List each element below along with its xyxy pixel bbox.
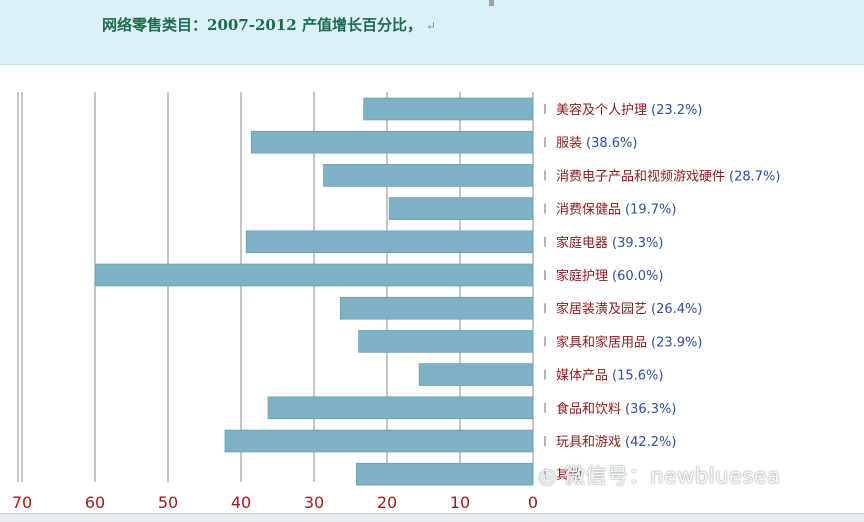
wechat-icon: ◎: [538, 464, 557, 488]
x-tick-label-0: 0: [528, 493, 538, 512]
title-bar: 网络零售类目：2007-2012 产值增长百分比， ↵: [0, 0, 864, 65]
bar-11: [224, 429, 534, 453]
category-percent: (23.9%): [651, 335, 702, 350]
bar-2: [250, 130, 534, 154]
category-percent: (36.3%): [625, 402, 676, 417]
category-label-9: 媒体产品 (15.6%): [556, 369, 663, 384]
category-name: 家庭电器: [556, 235, 608, 251]
category-label-10: 食品和饮料 (36.3%): [556, 401, 676, 417]
x-tick-label-10: 10: [450, 493, 470, 512]
category-percent: (15.6%): [612, 369, 663, 384]
watermark-text: 微信号：newbluesea: [564, 464, 781, 488]
x-tick-label-60: 60: [85, 493, 105, 512]
category-name: 家庭护理: [556, 268, 608, 284]
category-label-5: 家庭电器 (39.3%): [556, 235, 663, 251]
bar-6: [94, 263, 534, 287]
category-label-11: 玩具和游戏 (42.2%): [556, 435, 676, 450]
return-mark: ↵: [425, 19, 437, 33]
category-label-7: 家居装潢及园艺 (26.4%): [556, 301, 702, 317]
category-percent: (23.2%): [651, 103, 702, 118]
category-percent: (19.7%): [625, 203, 676, 218]
category-percent: (60.0%): [612, 269, 663, 284]
category-name: 其他: [556, 468, 582, 483]
bar-4: [388, 197, 534, 220]
bar-3: [323, 164, 534, 187]
category-name: 美容及个人护理: [556, 102, 647, 118]
category-name: 家具和家居用品: [556, 334, 647, 350]
category-name: 家居装潢及园艺: [556, 301, 647, 317]
category-label-6: 家庭护理 (60.0%): [556, 268, 663, 284]
category-percent: (26.4%): [651, 302, 702, 317]
category-name: 消费电子产品和视频游戏硬件: [556, 169, 725, 184]
chart-title: 网络零售类目：2007-2012 产值增长百分比， ↵: [102, 14, 436, 35]
category-label-12: 其他: [556, 468, 582, 483]
bar-10: [267, 396, 534, 420]
category-name: 媒体产品: [556, 369, 608, 384]
bar-8: [358, 330, 534, 353]
category-percent: (39.3%): [612, 236, 663, 251]
watermark: ◎ 微信号：newbluesea: [538, 460, 781, 490]
category-percent: (28.7%): [729, 169, 780, 184]
category-label-8: 家具和家居用品 (23.9%): [556, 334, 702, 350]
chart-title-text: 网络零售类目：2007-2012 产值增长百分比，: [102, 16, 422, 34]
bar-1: [363, 97, 534, 121]
x-tick-label-50: 50: [158, 493, 178, 512]
category-percent: (38.6%): [586, 136, 637, 151]
bar-9: [418, 363, 534, 386]
bar-12: [356, 462, 534, 486]
x-tick-label-40: 40: [231, 493, 251, 512]
x-tick-label-30: 30: [304, 493, 324, 512]
status-strip: [0, 513, 864, 522]
category-label-3: 消费电子产品和视频游戏硬件 (28.7%): [556, 169, 780, 184]
x-tick-label-20: 20: [377, 493, 397, 512]
bar-5: [245, 230, 534, 254]
category-name: 服装: [556, 136, 582, 151]
category-name: 消费保健品: [556, 203, 621, 218]
window-marker: [489, 0, 494, 6]
bar-7: [339, 296, 534, 320]
category-percent: (42.2%): [625, 435, 676, 450]
category-label-2: 服装 (38.6%): [556, 136, 637, 151]
category-name: 玩具和游戏: [556, 435, 621, 450]
category-label-1: 美容及个人护理 (23.2%): [556, 102, 702, 118]
category-name: 食品和饮料: [556, 401, 621, 417]
x-tick-label-70: 70: [12, 493, 32, 512]
category-label-4: 消费保健品 (19.7%): [556, 203, 676, 218]
